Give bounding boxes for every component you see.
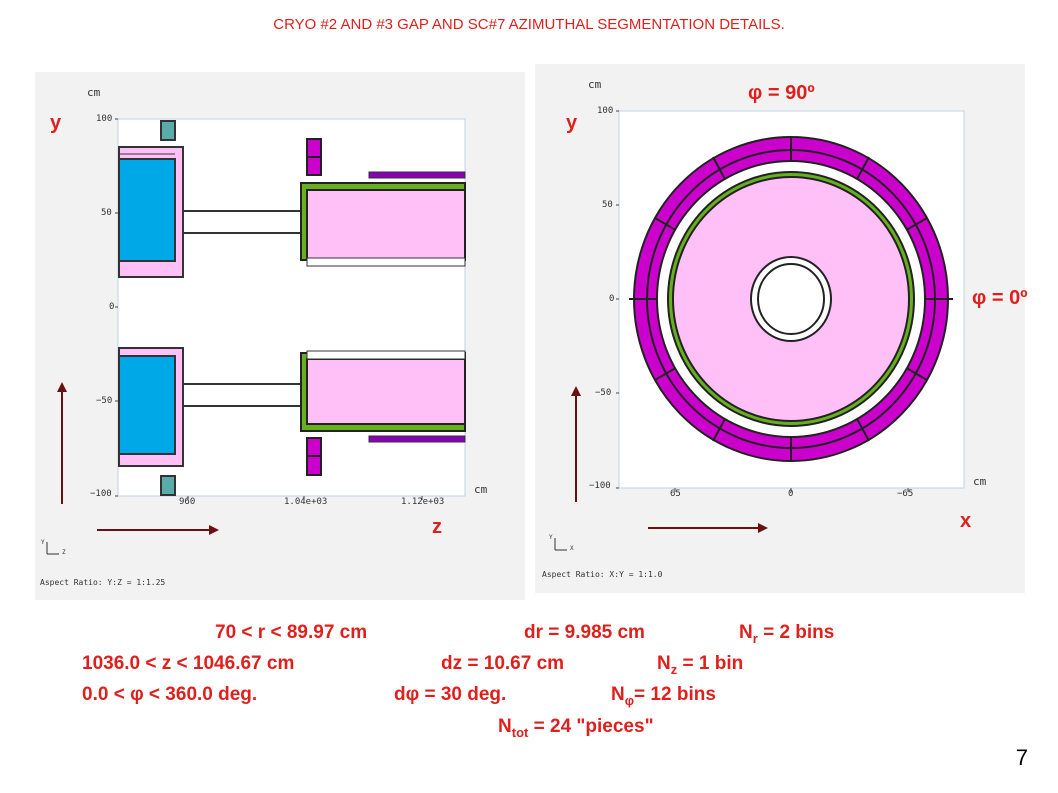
- left-plot-svg: [46, 118, 466, 555]
- left-triad-y: Y: [41, 539, 45, 546]
- right-xtick-m65: −65: [897, 489, 914, 499]
- right-ytick-m50: −50: [595, 388, 612, 398]
- blue-block-top: [118, 158, 176, 262]
- info-ntot: Ntot = 24 "pieces": [498, 716, 654, 740]
- right-ytick-100: 100: [597, 106, 614, 116]
- left-xtick-1040: 1.04e+03: [284, 497, 328, 507]
- right-triad-y: Y: [549, 534, 553, 541]
- sc7-pink-top: [306, 189, 466, 261]
- info-nphi: Nφ= 12 bins: [611, 684, 716, 708]
- right-unit-top: cm: [588, 78, 602, 91]
- left-ytick-100: 100: [96, 114, 113, 124]
- right-unit-right: cm: [973, 475, 987, 488]
- right-triad-x: X: [570, 545, 574, 552]
- beam-pipe-inner: [757, 263, 825, 335]
- right-xtick-0: 0: [788, 489, 794, 499]
- y-axis-arrow-left: [57, 382, 67, 392]
- info-phi-range: 0.0 < φ < 360.0 deg.: [82, 684, 258, 705]
- x-axis-arrow: [758, 523, 768, 533]
- phi-0-label: φ = 0º: [972, 287, 1028, 309]
- left-axis-y-label: y: [50, 112, 62, 134]
- info-dz: dz = 10.67 cm: [441, 653, 565, 674]
- teal-block-top: [160, 120, 176, 141]
- right-plot-svg: [554, 110, 965, 551]
- info-dphi: dφ = 30 deg.: [394, 684, 507, 705]
- left-ytick-0: 0: [109, 302, 115, 312]
- right-xtick-65: 65: [670, 489, 681, 499]
- purple-bar-top: [368, 171, 466, 179]
- right-ytick-0: 0: [609, 294, 615, 304]
- purple-bar-bottom: [368, 435, 466, 443]
- left-ytick-50: 50: [101, 208, 112, 218]
- phi-90-label: φ = 90º: [748, 82, 815, 104]
- blue-block-bottom: [118, 355, 176, 455]
- left-aspect-ratio: Aspect Ratio: Y:Z = 1:1.25: [40, 578, 166, 587]
- info-r-range: 70 < r < 89.97 cm: [215, 622, 368, 643]
- left-triad-x: Z: [62, 549, 66, 556]
- right-plot-panel: [535, 64, 1025, 593]
- page-number: 7: [1015, 745, 1028, 770]
- right-axis-y-label: y: [566, 112, 578, 134]
- gap-tube-top: [182, 210, 302, 234]
- sc7-pink-bottom: [306, 358, 466, 425]
- right-ytick-m100: −100: [589, 481, 611, 491]
- info-nr: Nr = 2 bins: [739, 622, 835, 646]
- teal-block-bottom: [160, 475, 176, 496]
- right-axis-x-label: x: [960, 510, 972, 532]
- left-axis-z-label: z: [432, 516, 442, 538]
- slide-title: CRYO #2 AND #3 GAP AND SC#7 AZIMUTHAL SE…: [273, 16, 785, 33]
- right-ytick-50: 50: [602, 200, 613, 210]
- left-unit-right: cm: [474, 483, 488, 496]
- info-nz: Nz = 1 bin: [657, 653, 744, 677]
- z-axis-arrow: [209, 525, 219, 535]
- info-dr: dr = 9.985 cm: [524, 622, 645, 643]
- right-aspect-ratio: Aspect Ratio: X:Y = 1:1.0: [542, 570, 663, 579]
- left-ytick-m100: −100: [90, 489, 112, 499]
- y-axis-arrow-right: [571, 386, 581, 396]
- left-xtick-960: 960: [179, 497, 196, 507]
- left-ytick-m50: −50: [96, 396, 113, 406]
- left-unit-top: cm: [87, 86, 101, 99]
- left-xtick-1120: 1.12e+03: [401, 497, 445, 507]
- gap-tube-bottom: [182, 383, 302, 407]
- info-z-range: 1036.0 < z < 1046.67 cm: [82, 653, 295, 674]
- left-plot-panel: [35, 72, 525, 600]
